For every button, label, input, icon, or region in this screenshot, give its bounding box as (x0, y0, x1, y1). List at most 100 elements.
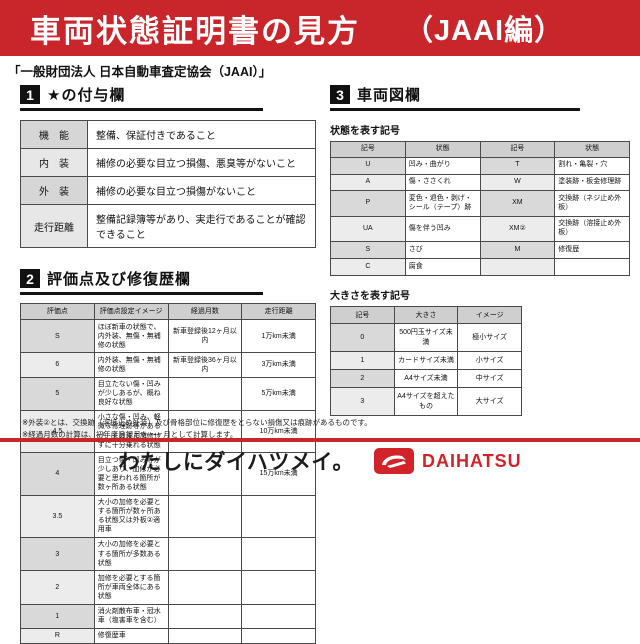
section3-header: 3 車両図欄 (330, 84, 580, 111)
distance-cell: 10万km未満 (241, 409, 316, 454)
section1-header: 1 ★の付与欄 (20, 84, 263, 111)
table-header-row: 記号 大きさ イメージ (330, 305, 522, 324)
table-row: S さび M 修復歴 (330, 241, 630, 259)
criteria-label: 機 能 (20, 120, 88, 149)
state-cell: 傷・ささくれ (404, 173, 481, 192)
section2-header: 2 評価点及び修復歴欄 (20, 268, 263, 295)
col-header-code: 記号 (330, 305, 395, 324)
issuer-subtitle: 「一般財団法人 日本自動車査定協会（JAAI）」 (8, 65, 272, 79)
table-header-row: 評価点 評価点設定イメージ 経過月数 走行距離 (20, 302, 316, 321)
footnotes: ※外装②とは、交換跡（溶接止め外装）及び骨格部位に修復歴をとらない損傷又は痕跡が… (22, 417, 372, 441)
footnote-line: ※経過月数の計算は、初年度登録月を一ヶ月として計算します。 (22, 430, 238, 439)
distance-cell (241, 536, 316, 572)
size-table-caption: 大きさを表す記号 (330, 290, 410, 302)
table-row: 5 目立たない傷・凹みが少しあるが、概ね良好な状態 5万km未満 (20, 376, 316, 411)
table-row: 2 加修を必要とする箇所が車両全体にある状態 (20, 570, 316, 605)
section1-number-badge: 1 (20, 85, 40, 104)
image-cell: 大サイズ (457, 386, 522, 416)
table-row: S ほぼ新車の状態で、内外装、無傷・無補修の状態 新車登録後12ヶ月以内 1万k… (20, 319, 316, 354)
page-footer: わたしにダイハツメイ。 DAIHATSU (0, 444, 640, 478)
symbol-cell: S (330, 241, 406, 259)
symbol-cell: A (330, 173, 406, 192)
image-cell: 内外装、無傷・無補修の状態 (93, 352, 169, 378)
table-row: 1 消火剤散布車・冠水車（塩害車を含む） (20, 603, 316, 629)
col-header-distance: 走行距離 (241, 302, 316, 321)
months-cell (167, 376, 243, 411)
distance-cell: 3万km未満 (241, 352, 316, 378)
table-row: P 変色・退色・剥げ・シール（テープ）跡 XM 交換跡（ネジ止め外板） (330, 190, 630, 217)
months-cell (167, 627, 243, 644)
size-cell: A4サイズ未満 (393, 368, 459, 388)
page-title: 車両状態証明書の見方 (30, 13, 360, 49)
score-cell: S (20, 319, 95, 354)
brand-wordmark: DAIHATSU (422, 450, 522, 471)
col-header-size: 大きさ (393, 305, 459, 324)
table-row: 3 大小の加修を必要とする箇所が多数ある状態 (20, 536, 316, 572)
col-header-state: 状態 (404, 141, 481, 158)
criteria-label: 外 装 (20, 176, 88, 205)
score-cell: 5 (20, 376, 95, 411)
section2-title: 評価点及び修復歴欄 (47, 271, 192, 288)
image-cell: 極小サイズ (457, 322, 522, 352)
criteria-label: 内 装 (20, 148, 88, 177)
image-cell: 中サイズ (457, 368, 522, 388)
table-row: 3.5 大小の加修を必要とする箇所が数ヶ所ある状態又は外板②適用車 (20, 494, 316, 538)
state-cell: 腐食 (404, 258, 481, 276)
table-row: 機 能 整備、保証付きであること (20, 120, 316, 149)
size-symbol-table: 記号 大きさ イメージ 0 500円玉サイズ未満 極小サイズ 1 カードサイズ未… (330, 305, 522, 416)
col-header-state: 状態 (554, 141, 630, 158)
months-cell (167, 409, 243, 454)
table-row: 外 装 補修の必要な目立つ損傷がないこと (20, 176, 316, 205)
months-cell (167, 603, 243, 629)
table-row: C 腐食 (330, 258, 630, 276)
symbol-cell: UA (330, 215, 406, 243)
state-cell: 塗装跡・板金修理跡 (554, 173, 630, 192)
right-column: 3 車両図欄 状態を表す記号 記号 状態 記号 状態 U 凹み・曲がり T 割れ… (330, 84, 630, 416)
image-cell: 小さな傷・凹み、軽微な修理跡等があるが、そのまま加修せずに十分乗れる状態 (93, 409, 169, 454)
distance-cell (241, 603, 316, 629)
left-column: 1 ★の付与欄 機 能 整備、保証付きであること 内 装 補修の必要な目立つ損傷… (20, 84, 316, 644)
state-cell: さび (404, 241, 481, 259)
image-cell: 小サイズ (457, 350, 522, 370)
daihatsu-emblem-icon (374, 448, 414, 474)
size-cell: A4サイズを超えたもの (393, 386, 459, 416)
image-cell: ほぼ新車の状態で、内外装、無傷・無補修の状態 (93, 319, 169, 354)
col-header-code: 記号 (479, 141, 556, 158)
table-row: 0 500円玉サイズ未満 極小サイズ (330, 322, 522, 352)
distance-cell (241, 627, 316, 644)
image-cell: 修復歴車 (93, 627, 169, 644)
months-cell (167, 570, 243, 605)
symbol-cell: W (479, 173, 556, 192)
criteria-desc: 整備、保証付きであること (87, 120, 316, 149)
months-cell (167, 494, 243, 538)
size-cell: 500円玉サイズ未満 (393, 322, 459, 352)
daihatsu-logo: DAIHATSU (374, 448, 522, 474)
state-cell: 傷を伴う凹み (404, 215, 481, 243)
table-row: 走行距離 整備記録簿等があり、実走行であることが確認できること (20, 204, 316, 248)
state-cell: 変色・退色・剥げ・シール（テープ）跡 (404, 190, 481, 217)
state-symbol-table: 記号 状態 記号 状態 U 凹み・曲がり T 割れ・亀裂・穴 A 傷・ささくれ … (330, 141, 630, 276)
symbol-cell: 1 (330, 350, 395, 370)
image-cell: 大小の加修を必要とする箇所が数ヶ所ある状態又は外板②適用車 (93, 494, 169, 538)
col-header-image: 評価点設定イメージ (93, 302, 169, 321)
score-cell: 6 (20, 352, 95, 378)
state-cell: 割れ・亀裂・穴 (554, 156, 630, 175)
image-cell: 消火剤散布車・冠水車（塩害車を含む） (93, 603, 169, 629)
symbol-cell: T (479, 156, 556, 175)
symbol-cell: 0 (330, 322, 395, 352)
state-cell: 凹み・曲がり (404, 156, 481, 175)
score-cell: 3.5 (20, 494, 95, 538)
page-header: 車両状態証明書の見方 （JAAI編） (0, 0, 640, 56)
symbol-cell: U (330, 156, 406, 175)
score-cell: 1 (20, 603, 95, 629)
months-cell: 新車登録後12ヶ月以内 (167, 319, 243, 354)
symbol-cell: 2 (330, 368, 395, 388)
months-cell (167, 536, 243, 572)
table-row: A 傷・ささくれ W 塗装跡・板金修理跡 (330, 173, 630, 192)
criteria-desc: 整備記録簿等があり、実走行であることが確認できること (87, 204, 316, 248)
table-header-row: 記号 状態 記号 状態 (330, 141, 630, 158)
symbol-cell: P (330, 190, 406, 217)
score-cell: R (20, 627, 95, 644)
star-criteria-table: 機 能 整備、保証付きであること 内 装 補修の必要な目立つ損傷、悪臭等がないこ… (20, 120, 316, 248)
footer-divider (0, 438, 640, 442)
